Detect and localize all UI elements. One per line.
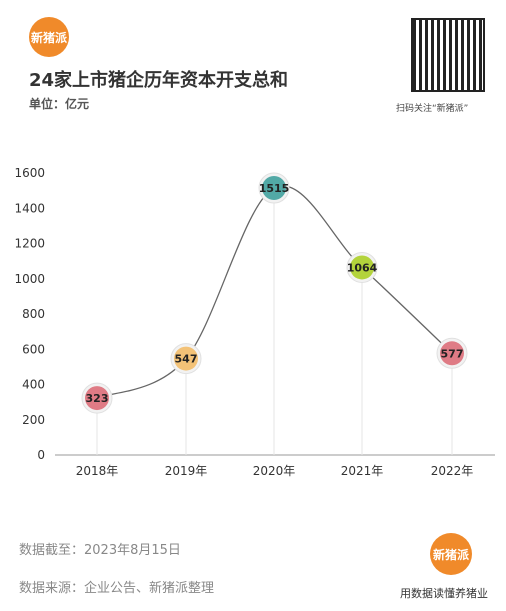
y-tick-label: 0 bbox=[37, 448, 45, 462]
line-chart: 0 200 400 600 800 1000 1200 1400 1600 2018年 2019年 2… bbox=[14, 166, 495, 478]
data-date-note: 数据截至：2023年8月15日 bbox=[19, 543, 181, 558]
y-tick-label: 1000 bbox=[14, 272, 45, 286]
data-source: 数据来源：企业公告、新猪派整理 bbox=[19, 581, 215, 596]
data-label: 547 bbox=[175, 353, 198, 366]
y-tick-label: 400 bbox=[22, 378, 45, 392]
data-label: 577 bbox=[441, 347, 464, 360]
y-tick-label: 600 bbox=[22, 342, 45, 356]
data-label: 323 bbox=[86, 392, 109, 405]
x-tick-label: 2018年 bbox=[76, 464, 119, 478]
data-point bbox=[440, 341, 464, 366]
x-tick-label: 2021年 bbox=[341, 464, 384, 478]
brand-logo-bottom: 新猪派 bbox=[430, 533, 472, 575]
chart-title: 24家上市猪企历年资本开支总和 bbox=[29, 70, 289, 91]
y-tick-label: 200 bbox=[22, 413, 45, 427]
qr-code-icon bbox=[411, 18, 485, 92]
y-tick-label: 1200 bbox=[14, 237, 45, 251]
chart-unit: 单位：亿元 bbox=[29, 97, 90, 111]
data-point bbox=[350, 255, 374, 280]
data-point bbox=[174, 346, 198, 371]
y-tick-label: 1400 bbox=[14, 201, 45, 215]
x-tick-label: 2019年 bbox=[165, 464, 208, 478]
data-point bbox=[262, 175, 286, 200]
data-point bbox=[85, 386, 109, 411]
data-label: 1515 bbox=[259, 182, 290, 195]
qr-label: 扫码关注“新猪派” bbox=[396, 104, 469, 114]
x-tick-label: 2022年 bbox=[431, 464, 474, 478]
brand-logo: 新猪派 bbox=[29, 17, 69, 57]
brand-slogan: 用数据读懂养猪业 bbox=[400, 587, 488, 600]
x-tick-label: 2020年 bbox=[253, 464, 296, 478]
y-tick-label: 1600 bbox=[14, 166, 45, 180]
data-label: 1064 bbox=[347, 261, 378, 274]
y-tick-label: 800 bbox=[22, 307, 45, 321]
